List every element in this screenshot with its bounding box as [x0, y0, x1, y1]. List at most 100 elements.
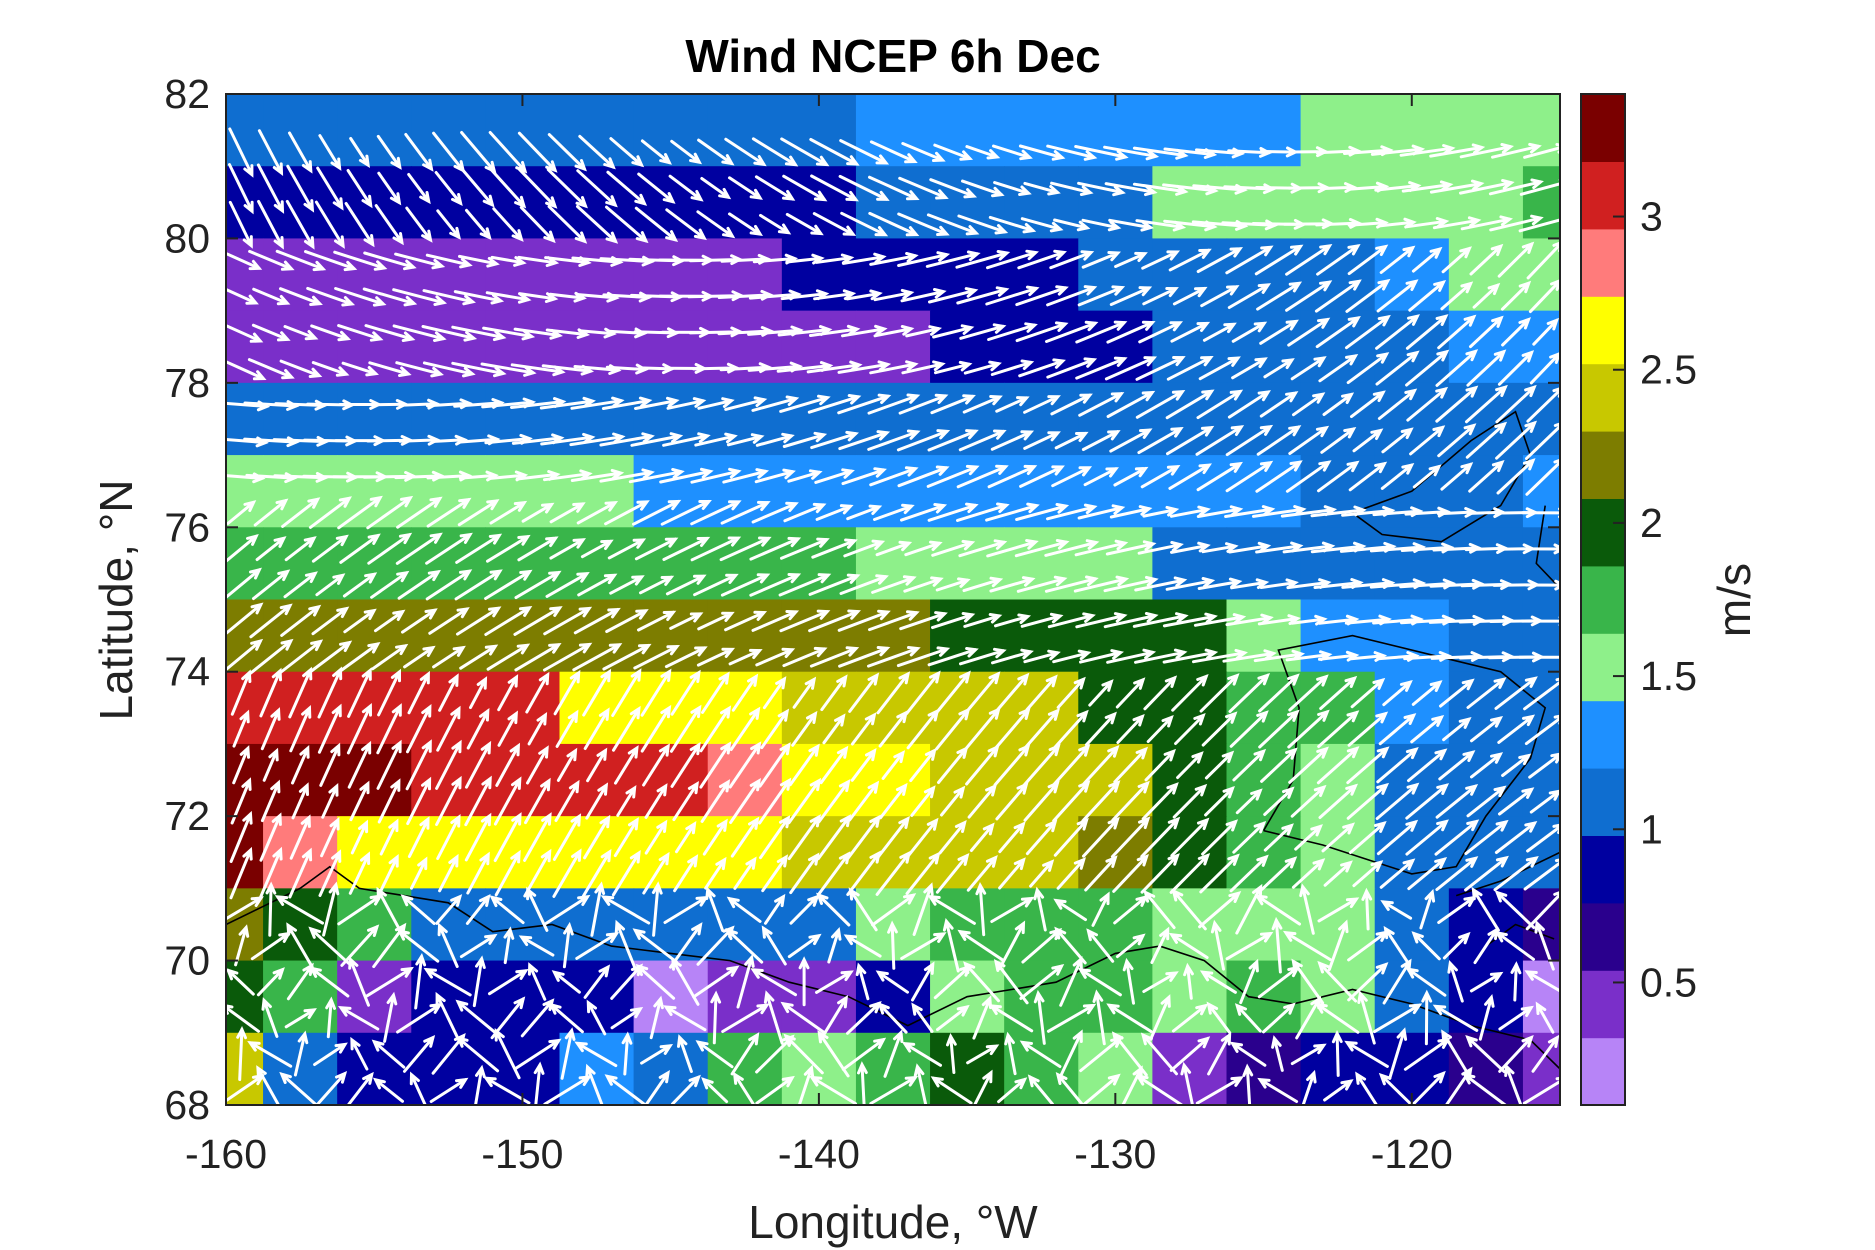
wind-arrow [1082, 816, 1120, 858]
heatmap-cell [337, 455, 412, 528]
wind-arrow [808, 609, 862, 633]
wind-arrow [815, 253, 855, 265]
wind-arrow [846, 850, 881, 896]
wind-arrow [1441, 246, 1472, 274]
wind-arrow [843, 934, 882, 958]
wind-arrow [464, 775, 492, 827]
wind-arrow [1019, 963, 1065, 1000]
wind-arrow [987, 464, 1038, 489]
y-tick-label: 76 [164, 504, 210, 550]
wind-arrow [341, 361, 379, 377]
wind-arrow [1137, 426, 1184, 455]
heatmap-cell [1152, 455, 1228, 528]
wind-arrow [926, 464, 980, 488]
wind-arrow [379, 854, 399, 893]
wind-arrow [1405, 349, 1450, 387]
wind-arrow [1263, 786, 1295, 816]
wind-arrow [1081, 1073, 1121, 1105]
wind-arrow [873, 288, 915, 302]
wind-arrow [1202, 322, 1237, 342]
wind-arrow [556, 747, 578, 782]
wind-arrow [552, 813, 582, 861]
wind-arrow [286, 164, 315, 213]
wind-arrow [410, 856, 428, 890]
heatmap-cell [1152, 238, 1228, 312]
colorbar-swatch [1581, 970, 1625, 1039]
wind-arrow [279, 359, 323, 378]
heatmap-cell [1374, 527, 1450, 601]
wind-arrow [1140, 1032, 1178, 1076]
wind-arrow [521, 502, 555, 523]
wind-arrow [732, 1071, 756, 1105]
colorbar-tick-label: 0.5 [1640, 959, 1697, 1005]
wind-arrow [259, 667, 282, 718]
wind-arrow [1254, 894, 1301, 926]
heatmap-cell [411, 1032, 486, 1105]
wind-arrow [1526, 387, 1560, 423]
wind-arrow [930, 1076, 973, 1105]
wind-arrow [1320, 426, 1357, 454]
wind-arrow [392, 288, 448, 306]
heatmap-cell [411, 455, 486, 528]
wind-arrow [1412, 464, 1442, 489]
wind-arrow [1494, 820, 1538, 854]
heatmap-cell [1745, 94, 1820, 167]
wind-arrow [1004, 1031, 1017, 1076]
wind-arrow [807, 394, 862, 414]
wind-arrow [414, 952, 427, 1010]
wind-arrow [1023, 431, 1061, 450]
colorbar-ticks: 0.5 1 1.5 2 2.5 3 [1613, 194, 1697, 1005]
wind-arrow [887, 920, 898, 970]
wind-arrow [1199, 673, 1240, 713]
wind-arrow [928, 287, 979, 304]
wind-arrow [1525, 422, 1560, 461]
heatmap-cell [1300, 94, 1376, 167]
wind-arrow [1137, 541, 1184, 555]
wind-arrow [480, 362, 537, 377]
wind-arrow [422, 289, 476, 306]
wind-arrow [454, 569, 503, 601]
wind-arrow [927, 894, 976, 925]
wind-arrow [783, 1033, 824, 1075]
wind-arrow [934, 670, 971, 715]
wind-arrow [841, 467, 887, 486]
wind-arrow [1053, 817, 1089, 857]
wind-arrow [729, 706, 761, 751]
wind-arrow [1201, 542, 1239, 554]
wind-arrow [392, 324, 447, 342]
heatmap-cell [707, 238, 783, 312]
wind-arrow [1103, 145, 1160, 161]
wind-arrow [607, 538, 647, 560]
wind-arrow [935, 707, 971, 751]
wind-arrow [228, 163, 254, 215]
wind-arrow [911, 1002, 934, 1033]
plot-frame [225, 93, 1561, 1106]
wind-arrow [1376, 279, 1419, 313]
wind-arrow [1472, 282, 1501, 309]
wind-arrow [998, 920, 1026, 971]
wind-arrow [900, 288, 947, 303]
wind-arrow [601, 396, 653, 410]
heatmap-cell [1226, 527, 1302, 601]
wind-arrow [1113, 466, 1149, 487]
heatmap-cell [485, 1032, 561, 1105]
wind-arrow [1469, 243, 1504, 276]
wind-arrow [780, 137, 830, 167]
colorbar-swatch [1581, 94, 1625, 162]
wind-arrow [317, 666, 343, 719]
wind-arrow [570, 396, 625, 410]
heatmap-cell [1004, 166, 1079, 240]
wind-arrow [1526, 823, 1560, 853]
wind-arrow [990, 359, 1035, 376]
wind-arrow [749, 573, 802, 597]
wind-arrow [838, 646, 891, 668]
wind-arrow [492, 207, 524, 242]
wind-arrow [728, 741, 762, 789]
heatmap-cell [1671, 238, 1746, 311]
wind-arrow [1459, 179, 1515, 195]
wind-arrow [903, 576, 944, 593]
wind-arrow [1172, 783, 1208, 819]
wind-arrow [279, 287, 323, 306]
wind-arrow [1355, 1071, 1379, 1105]
wind-arrow [311, 361, 350, 377]
